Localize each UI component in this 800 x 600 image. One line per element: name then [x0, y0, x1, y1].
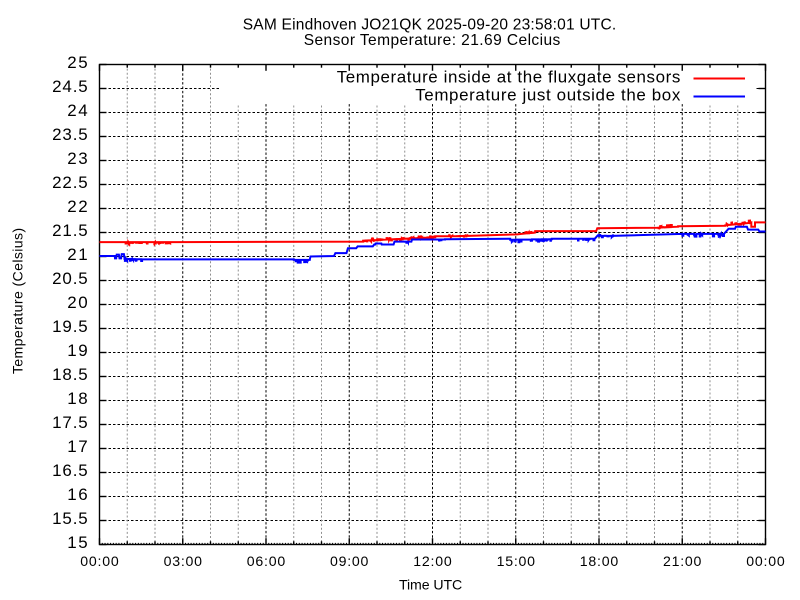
svg-text:17.5: 17.5	[52, 413, 88, 432]
svg-text:15.5: 15.5	[52, 509, 88, 528]
svg-text:19.5: 19.5	[52, 317, 88, 336]
svg-text:18: 18	[67, 389, 87, 408]
svg-text:24.5: 24.5	[52, 77, 88, 96]
svg-text:19: 19	[67, 341, 87, 360]
svg-text:21: 21	[67, 245, 87, 264]
svg-text:06:00: 06:00	[247, 553, 286, 569]
svg-text:21:00: 21:00	[663, 553, 702, 569]
svg-text:12:00: 12:00	[413, 553, 452, 569]
svg-text:21.5: 21.5	[52, 221, 88, 240]
svg-text:Time UTC: Time UTC	[399, 577, 462, 593]
svg-text:00:00: 00:00	[746, 553, 785, 569]
svg-text:09:00: 09:00	[330, 553, 369, 569]
svg-text:16.5: 16.5	[52, 461, 88, 480]
svg-text:22: 22	[67, 197, 87, 216]
svg-text:17: 17	[67, 437, 87, 456]
svg-text:24: 24	[67, 101, 87, 120]
svg-text:Sensor Temperature: 21.69 Celc: Sensor Temperature: 21.69 Celcius	[304, 32, 561, 49]
svg-text:18:00: 18:00	[580, 553, 619, 569]
svg-text:Temperature inside at the flux: Temperature inside at the fluxgate senso…	[337, 67, 681, 86]
svg-text:20: 20	[67, 293, 87, 312]
svg-text:00:00: 00:00	[80, 553, 119, 569]
svg-text:SAM Eindhoven JO21QK 2025-09-2: SAM Eindhoven JO21QK 2025-09-20 23:58:01…	[243, 17, 617, 34]
svg-text:15: 15	[67, 533, 87, 552]
svg-text:22.5: 22.5	[52, 173, 88, 192]
svg-text:25: 25	[67, 53, 87, 72]
svg-text:23: 23	[67, 149, 87, 168]
svg-text:23.5: 23.5	[52, 125, 88, 144]
svg-text:18.5: 18.5	[52, 365, 88, 384]
svg-text:03:00: 03:00	[164, 553, 203, 569]
svg-text:Temperature just outside the b: Temperature just outside the box	[415, 86, 681, 105]
svg-text:Temperature (Celsius): Temperature (Celsius)	[9, 228, 25, 374]
svg-text:15:00: 15:00	[497, 553, 536, 569]
svg-text:20.5: 20.5	[52, 269, 88, 288]
svg-text:16: 16	[67, 485, 87, 504]
